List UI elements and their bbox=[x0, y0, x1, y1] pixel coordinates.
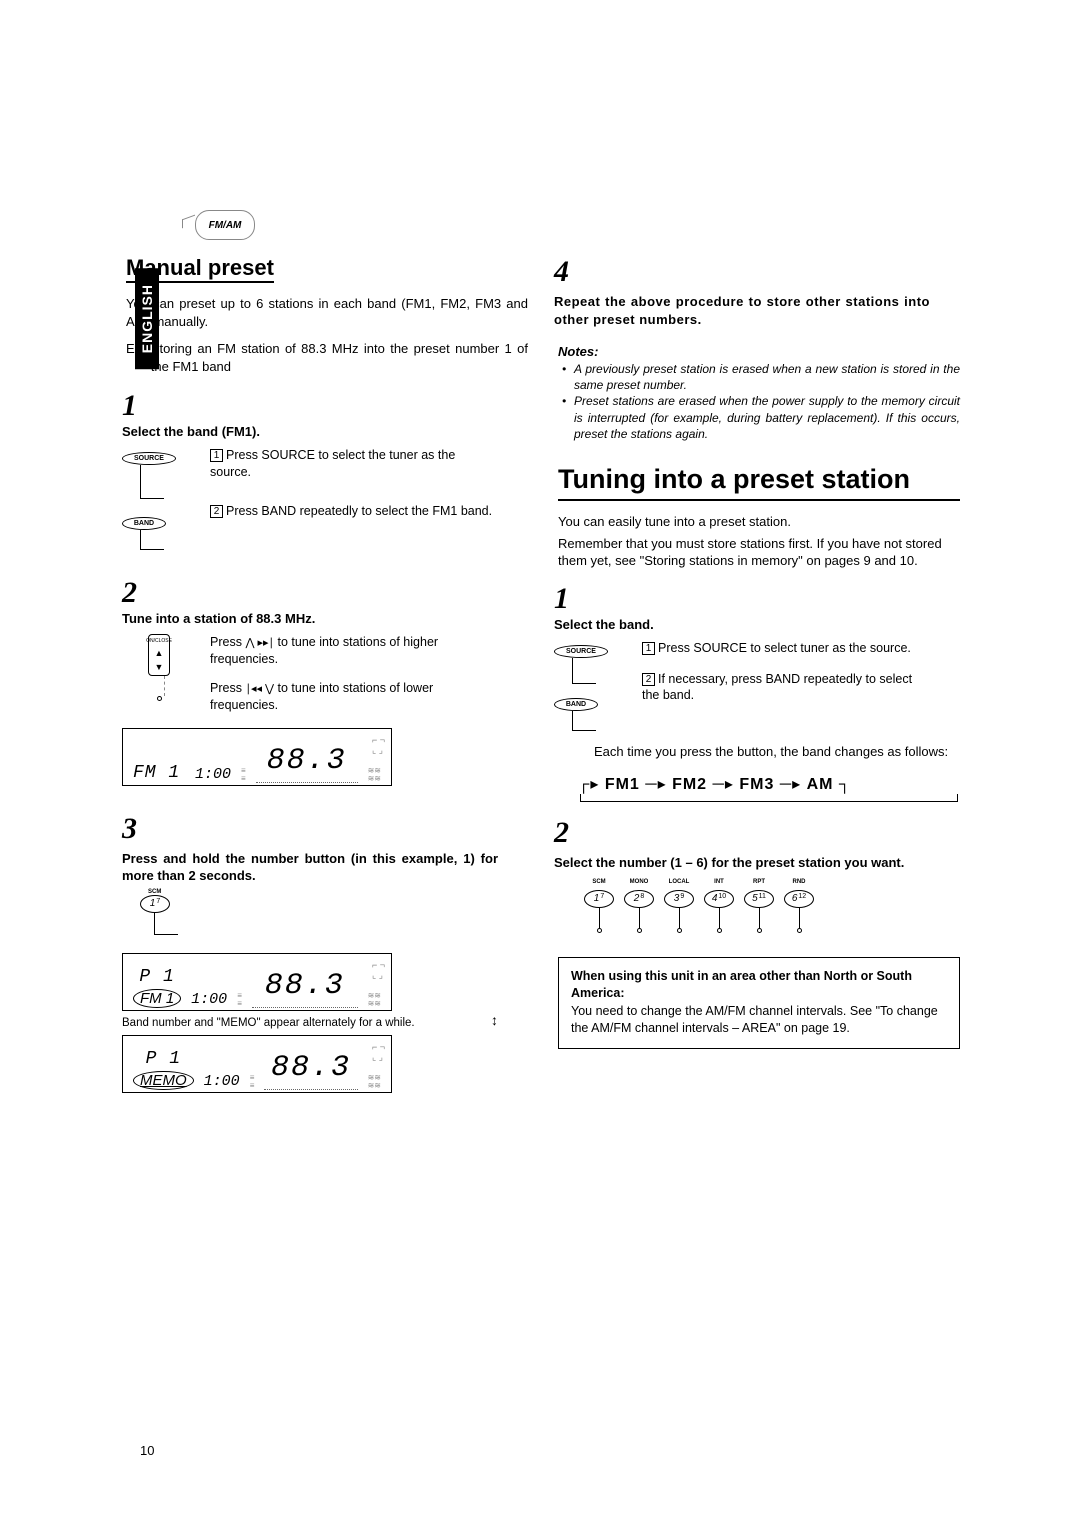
left-step-1: 1 Select the band (FM1). SOURCE BAND 1Pr… bbox=[122, 389, 528, 550]
step1-title: Select the band (FM1). bbox=[122, 424, 260, 439]
right-step-1: 1 Select the band. SOURCE BAND 1Press SO… bbox=[554, 582, 960, 731]
lcd-display-1: FM 1 1:00 ≡≡ 88.3 ≋≋≋≋ ⌐ ¬⌞ ⌟ bbox=[122, 728, 392, 786]
preset-btn-3: LOCAL 39 bbox=[664, 890, 694, 933]
preset-1-button: 17 bbox=[140, 895, 170, 913]
step-number-4: 4 bbox=[554, 255, 580, 289]
step3-note: Band number and "MEMO" appear alternatel… bbox=[122, 1017, 485, 1029]
tuning-intro2: Remember that you must store stations fi… bbox=[558, 535, 960, 570]
r-step1-title: Select the band. bbox=[554, 617, 654, 632]
lcd3-freq: 88.3 bbox=[264, 1051, 357, 1090]
lcd3-band: MEMO bbox=[133, 1071, 194, 1090]
r-boxnum-1: 1 bbox=[642, 642, 655, 655]
r-step2-title: Select the number (1 – 6) for the preset… bbox=[554, 854, 930, 872]
band-button: BAND bbox=[122, 517, 166, 530]
manual-preset-intro: You can preset up to 6 stations in each … bbox=[126, 295, 528, 330]
example-text: Storing an FM station of 88.3 MHz into t… bbox=[151, 340, 528, 375]
r-step1-sub2: If necessary, press BAND repeatedly to s… bbox=[642, 672, 912, 703]
lcd1-clock: 1:00 bbox=[195, 766, 231, 783]
left-step-3: 3 Press and hold the number button (in t… bbox=[122, 812, 528, 1093]
content-columns: Manual preset You can preset up to 6 sta… bbox=[120, 255, 960, 1093]
lcd2-p: P 1 bbox=[139, 967, 174, 987]
press-up-pre: Press bbox=[210, 635, 245, 649]
lcd1-band: FM 1 bbox=[133, 763, 185, 783]
lcd1-freq: 88.3 bbox=[256, 744, 358, 783]
r-step-number-1: 1 bbox=[554, 582, 580, 616]
lcd2-freq: 88.3 bbox=[252, 969, 358, 1008]
band-change-note: Each time you press the button, the band… bbox=[594, 743, 960, 761]
notes-heading: Notes: bbox=[558, 344, 960, 359]
tuning-intro1: You can easily tune into a preset statio… bbox=[558, 513, 960, 531]
fm-am-badge: FM/AM bbox=[195, 210, 255, 240]
step-number-2: 2 bbox=[122, 576, 148, 610]
info-box-title: When using this unit in an area other th… bbox=[571, 969, 912, 1001]
area-info-box: When using this unit in an area other th… bbox=[558, 957, 960, 1049]
step3-btn-label: SCM bbox=[148, 889, 161, 895]
right-column: 4 Repeat the above procedure to store ot… bbox=[558, 255, 960, 1093]
preset-buttons-row: SCM 17 MONO 28 LOCAL 39 bbox=[584, 890, 930, 933]
press-dn-pre: Press bbox=[210, 681, 245, 695]
boxnum-2: 2 bbox=[210, 505, 223, 518]
step1-sub2: Press BAND repeatedly to select the FM1 … bbox=[226, 504, 492, 518]
left-step-2: 2 Tune into a station of 88.3 MHz. ON/CL… bbox=[122, 576, 528, 786]
r-step1-sub1: Press SOURCE to select tuner as the sour… bbox=[658, 641, 911, 655]
lcd3-clock: 1:00 bbox=[204, 1073, 240, 1090]
lcd3-p: P 1 bbox=[146, 1049, 181, 1069]
right-step-4: 4 Repeat the above procedure to store ot… bbox=[554, 255, 960, 328]
notes-list: A previously preset station is erased wh… bbox=[558, 361, 960, 442]
boxnum-1: 1 bbox=[210, 449, 223, 462]
page-number: 10 bbox=[140, 1443, 154, 1458]
language-tab: ENGLISH bbox=[135, 268, 159, 369]
lcd-display-3: P 1 MEMO 1:00 ≡≡ 88.3 ≋≋≋≋ ⌐ ¬⌞ ⌟ bbox=[122, 1035, 392, 1093]
step1-sub1: Press SOURCE to select the tuner as the … bbox=[210, 448, 455, 479]
r-boxnum-2: 2 bbox=[642, 673, 655, 686]
preset-btn-5: RPT 511 bbox=[744, 890, 774, 933]
source-button: SOURCE bbox=[122, 452, 176, 465]
right-step-2: 2 Select the number (1 – 6) for the pres… bbox=[554, 816, 960, 933]
r-band-button: BAND bbox=[554, 698, 598, 711]
step3-title: Press and hold the number button (in thi… bbox=[122, 850, 498, 885]
step-number-1: 1 bbox=[122, 389, 148, 423]
band-flow-diagram: ┌▸ FM1 ─▸ FM2 ─▸ FM3 ─▸ AM ┐ bbox=[578, 774, 960, 802]
step4-title: Repeat the above procedure to store othe… bbox=[554, 293, 930, 328]
r-step-number-2: 2 bbox=[554, 816, 580, 850]
lcd2-band: FM 1 bbox=[133, 989, 181, 1008]
left-column: Manual preset You can preset up to 6 sta… bbox=[120, 255, 528, 1093]
step-number-3: 3 bbox=[122, 812, 148, 846]
lcd-display-2: P 1 FM 1 1:00 ≡≡ 88.3 ≋≋≋≋ ⌐ ¬⌞ ⌟ bbox=[122, 953, 392, 1011]
rocker-button: ON/CLOSE ▲ ▼ bbox=[148, 634, 170, 676]
up-arrow-icon: ⋀ ▸▸∣ bbox=[245, 637, 274, 649]
info-box-body: You need to change the AM/FM channel int… bbox=[571, 1004, 938, 1036]
note-1: A previously preset station is erased wh… bbox=[566, 361, 960, 393]
fm-am-text: FM/AM bbox=[209, 220, 242, 231]
preset-btn-1: SCM 17 bbox=[584, 890, 614, 933]
r-source-button: SOURCE bbox=[554, 645, 608, 658]
step2-title: Tune into a station of 88.3 MHz. bbox=[122, 611, 315, 626]
lcd2-clock: 1:00 bbox=[191, 991, 227, 1008]
note-2: Preset stations are erased when the powe… bbox=[566, 393, 960, 442]
preset-btn-6: RND 612 bbox=[784, 890, 814, 933]
down-arrow-icon: ∣◂◂ ⋁ bbox=[245, 683, 274, 695]
preset-btn-4: INT 410 bbox=[704, 890, 734, 933]
updown-icon: ↕ bbox=[491, 1012, 498, 1028]
tuning-heading: Tuning into a preset station bbox=[558, 464, 960, 501]
preset-btn-2: MONO 28 bbox=[624, 890, 654, 933]
